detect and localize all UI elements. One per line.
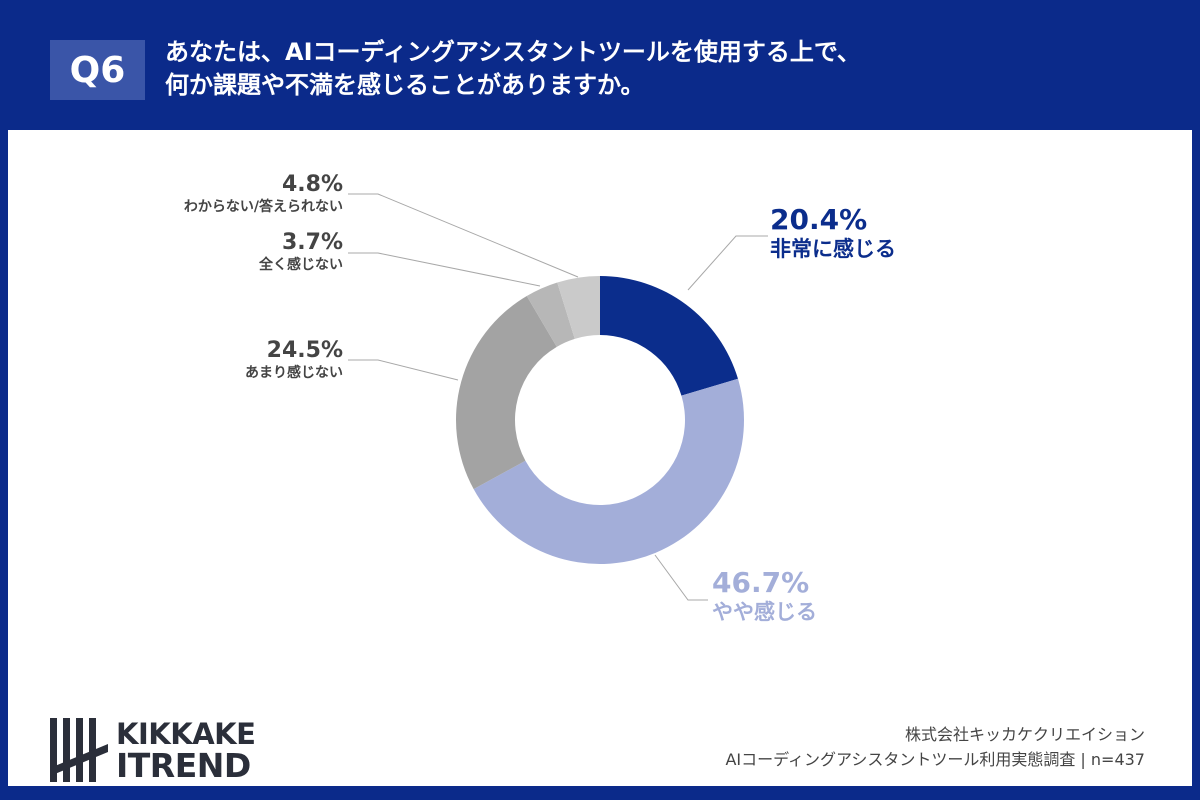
- donut-slice-4: [557, 276, 600, 339]
- data-label: 20.4%: [770, 203, 868, 236]
- data-label: 46.7%: [712, 566, 810, 599]
- category-label: 非常に感じる: [770, 237, 896, 261]
- logo-line-1: KIKKAKE: [116, 717, 256, 751]
- logo-mark-icon: [50, 718, 108, 782]
- leader-line-1: [654, 554, 708, 601]
- header: Q6 あなたは、AIコーディングアシスタントツールを使用する上で、 何か課題や不…: [0, 0, 1200, 130]
- logo: KIKKAKE ITREND: [50, 717, 256, 785]
- slice-label-0: 20.4% 非常に感じる: [770, 204, 896, 262]
- category-label: わからない/答えられない: [183, 199, 343, 215]
- data-label: 4.8%: [281, 172, 343, 197]
- leader-line-2: [348, 359, 459, 381]
- data-label: 3.7%: [281, 230, 343, 255]
- leader-line-0: [687, 235, 768, 291]
- slice-label-1: 46.7% やや感じる: [712, 567, 817, 625]
- survey-source: AIコーディングアシスタントツール利用実態調査 | n=437: [725, 750, 1145, 769]
- slice-label-2: 24.5% あまり感じない: [245, 338, 343, 382]
- title-line-2: 何か課題や不満を感じることがありますか。: [165, 71, 645, 99]
- category-label: やや感じる: [712, 600, 817, 624]
- data-label: 24.5%: [266, 338, 343, 363]
- logo-line-2: ITREND: [116, 746, 251, 785]
- company-name: 株式会社キッカケクリエイション: [904, 725, 1145, 744]
- question-number: Q6: [50, 40, 145, 100]
- donut-slice-2: [456, 296, 557, 490]
- leader-line-3: [348, 252, 541, 287]
- title-line-1: あなたは、AIコーディングアシスタントツールを使用する上で、: [165, 38, 861, 66]
- donut-slice-0: [600, 276, 738, 396]
- donut-slice-1: [473, 378, 745, 565]
- chart-panel: [8, 130, 1192, 786]
- donut-slice-3: [526, 282, 575, 347]
- footer: 株式会社キッカケクリエイション AIコーディングアシスタントツール利用実態調査 …: [725, 722, 1145, 772]
- category-label: 全く感じない: [259, 257, 343, 273]
- slice-label-4: 4.8% わからない/答えられない: [184, 172, 343, 216]
- category-label: あまり感じない: [245, 365, 343, 381]
- question-title: あなたは、AIコーディングアシスタントツールを使用する上で、 何か課題や不満を感…: [165, 36, 861, 102]
- leader-line-4: [348, 193, 579, 278]
- slice-label-3: 3.7% 全く感じない: [259, 230, 343, 274]
